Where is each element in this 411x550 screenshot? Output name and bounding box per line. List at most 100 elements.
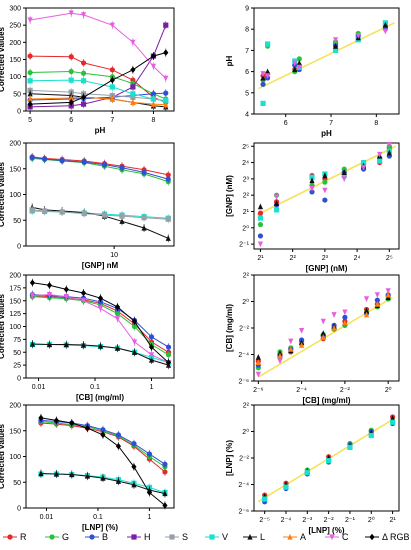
legend-item-R: R	[3, 532, 27, 542]
data-point	[260, 100, 266, 106]
data-point	[84, 424, 91, 432]
data-point	[264, 73, 271, 79]
y-tick-label: 7	[245, 48, 249, 55]
data-point	[27, 53, 33, 59]
legend-item-L: L	[243, 532, 265, 542]
chart-panel-gnp-right: 2¹ 2² 2³ 2⁴ 2⁵ 2⁻¹ 2⁰ 2¹ 2² 2³ 2⁴ 2⁵ [GNP] (nM) [GNP]…	[225, 142, 400, 273]
data-point	[309, 177, 315, 184]
data-point	[292, 66, 298, 73]
data-point	[46, 341, 53, 348]
data-point	[130, 39, 136, 46]
x-tick-label: 7	[329, 120, 333, 127]
x-tick-label: 0.1	[93, 514, 103, 521]
data-point	[360, 164, 367, 171]
data-point	[141, 224, 147, 231]
y-tick-label: 300	[9, 6, 21, 13]
chart-panel-cb-right: 2⁻⁶ 2⁻⁴ 2⁻² 2⁰ 2⁻⁶ 2⁻⁴ 2⁻² 2⁰ 2² [CB] (mg/ml) [CB]…	[225, 273, 400, 405]
data-point	[347, 444, 353, 450]
y-tick-label: 2³	[243, 176, 250, 183]
data-point	[260, 71, 266, 77]
legend-label: G	[62, 532, 69, 542]
data-point	[27, 95, 33, 102]
y-tick-label: 75	[13, 337, 21, 344]
data-point	[68, 99, 74, 106]
data-point	[257, 210, 264, 216]
y-tick-label: 100	[9, 74, 21, 81]
y-tick-label: 2⁻⁴	[238, 352, 249, 359]
y-axis-label: [CB] (mg/ml)	[225, 304, 234, 352]
data-point	[109, 76, 115, 84]
data-point	[80, 298, 87, 304]
data-point	[273, 207, 280, 213]
y-tick-label: 25	[13, 363, 21, 370]
data-point	[331, 312, 337, 318]
y-tick-label: 6	[245, 69, 249, 76]
data-point	[374, 292, 380, 298]
legend: R G B H S V L A C Δ RGB	[3, 532, 410, 542]
y-tick-label: 2⁻²	[239, 456, 250, 463]
x-tick-label: 2⁻²	[324, 517, 335, 524]
series-C	[257, 142, 392, 248]
data-point	[264, 41, 271, 47]
data-point	[131, 323, 138, 330]
data-point	[119, 218, 125, 224]
data-point	[162, 461, 168, 467]
y-tick-label: 250	[9, 23, 21, 30]
y-tick-label: 150	[9, 166, 21, 173]
data-point	[368, 432, 374, 439]
data-point	[355, 32, 361, 39]
legend-marker	[369, 533, 375, 541]
data-point	[38, 470, 44, 477]
data-point	[53, 470, 60, 477]
y-tick-label: 9	[245, 6, 249, 13]
x-axis-label: [GNP] (nM)	[306, 264, 348, 273]
y-tick-label: 200	[9, 273, 21, 280]
data-point	[341, 173, 347, 179]
legend-label: L	[260, 532, 265, 542]
y-axis-label: Corrected values	[0, 423, 6, 488]
data-point	[131, 349, 138, 355]
data-point	[390, 415, 396, 421]
data-point	[288, 338, 294, 345]
y-tick-label: 2²	[243, 273, 250, 280]
plot-frame	[253, 274, 400, 382]
y-tick-label: 2⁻⁴	[238, 482, 249, 489]
data-point	[81, 210, 87, 217]
series-L	[260, 21, 389, 81]
data-point	[97, 305, 104, 312]
data-point	[309, 189, 315, 195]
data-point	[59, 157, 65, 164]
data-point	[322, 179, 328, 185]
data-point	[299, 328, 305, 334]
data-point	[130, 84, 136, 90]
x-tick-label: 0.01	[40, 514, 54, 521]
data-point	[150, 52, 157, 60]
data-point	[148, 356, 155, 363]
x-tick-label: 6	[69, 117, 73, 124]
y-tick-label: 125	[9, 311, 21, 318]
data-point	[68, 54, 74, 60]
data-point	[114, 316, 121, 322]
y-tick-label: 2⁻⁶	[239, 379, 250, 386]
series-V	[262, 419, 396, 502]
y-tick-label: 0	[17, 376, 21, 383]
data-point	[80, 70, 87, 76]
data-point	[146, 451, 153, 457]
data-point	[130, 91, 136, 97]
legend-item-C: C	[325, 532, 349, 542]
legend-item-V: V	[205, 532, 228, 542]
data-point	[115, 443, 122, 450]
data-point	[257, 221, 264, 228]
legend-item-B: B	[85, 532, 108, 542]
y-tick-label: 5	[245, 90, 249, 97]
data-point	[363, 311, 370, 318]
data-point	[59, 209, 65, 215]
data-point	[69, 471, 75, 478]
y-tick-label: 2⁰	[242, 224, 249, 232]
data-point	[146, 489, 153, 496]
legend-label: Δ RGB	[382, 532, 410, 542]
legend-marker	[89, 534, 95, 540]
data-point	[255, 371, 261, 378]
data-point	[283, 484, 289, 490]
data-point	[304, 469, 310, 476]
